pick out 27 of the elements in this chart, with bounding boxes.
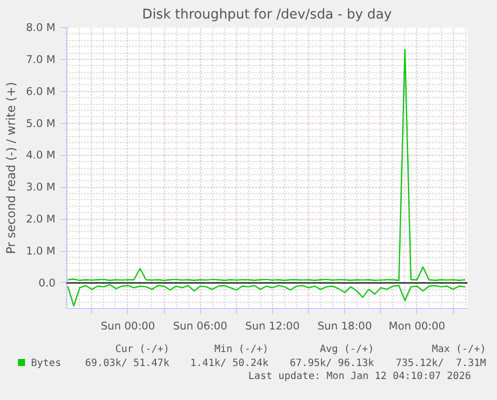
text: 69.03k/ 51.47k <box>84 357 170 371</box>
text: Last update: Mon Jan 12 04:10:07 2026 <box>247 371 472 383</box>
y-tick-label: 1.0 M <box>26 244 56 258</box>
y-tick-label: 0.0 <box>38 276 56 290</box>
x-tick-label: Sun 06:00 <box>172 320 228 332</box>
y-axis-title: Pr second read (-) / write (+) <box>4 82 18 254</box>
text: 735.12k/ 7.31M <box>394 357 487 371</box>
x-tick-label: Sun 18:00 <box>317 320 372 332</box>
y-tick-label: 7.0 M <box>26 52 56 66</box>
y-tick-label: 3.0 M <box>26 180 56 194</box>
text: Avg (-/+) <box>318 343 376 357</box>
y-tick-label: 4.0 M <box>26 148 56 162</box>
text: Max (-/+) <box>430 343 487 357</box>
x-tick-label: Sun 12:00 <box>245 320 300 332</box>
chart-title: Disk throughput for /dev/sda - by day <box>142 8 392 22</box>
y-tick-label: 8.0 M <box>26 21 56 34</box>
legend-label: Bytes <box>30 357 62 371</box>
y-tick-label: 5.0 M <box>26 116 56 130</box>
text: 1.41k/ 50.24k <box>189 357 270 371</box>
text: Min (-/+) <box>213 343 270 357</box>
x-tick-label: Mon 00:00 <box>388 320 446 332</box>
x-tick-label: Sun 00:00 <box>100 320 156 332</box>
y-tick-label: 6.0 M <box>26 84 56 98</box>
line-series <box>67 48 466 281</box>
y-tick-label: 2.0 M <box>26 212 56 226</box>
text: Cur (-/+) <box>114 343 170 357</box>
text: 67.95k/ 96.13k <box>288 357 376 371</box>
